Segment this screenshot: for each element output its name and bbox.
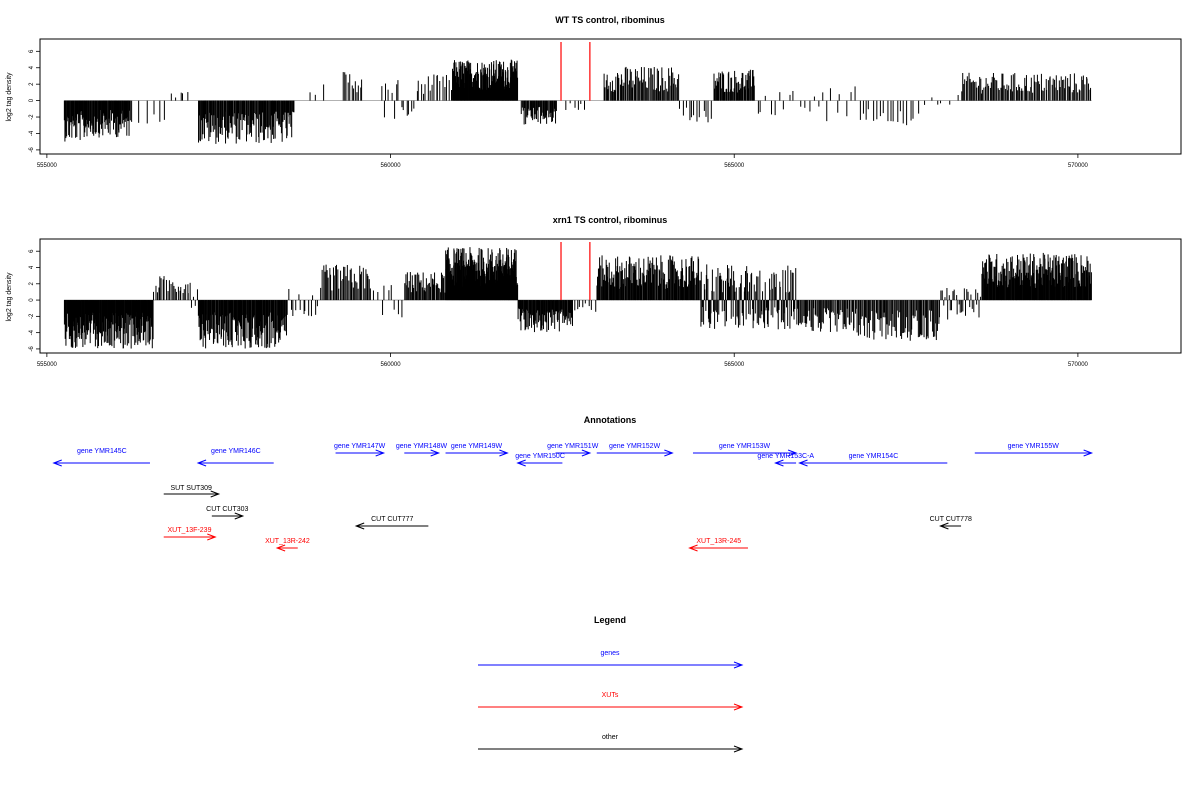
annotation-label: gene YMR147W — [334, 443, 386, 450]
annotation-arrow-head — [581, 449, 592, 457]
x-tick-label: 565000 — [724, 163, 745, 169]
annotations-layer: gene YMR145C gene YMR146C gene YMR147W gene… — [52, 443, 1094, 552]
y-tick-label: -6 — [29, 147, 35, 153]
y-tick-label: 4 — [29, 65, 35, 69]
annotation-arrow-head — [275, 544, 286, 552]
wt-plot-frame — [39, 38, 1182, 155]
annotation-arrow-head — [939, 522, 949, 530]
y-tick-label: 2 — [29, 281, 35, 285]
y-tick-label: 6 — [29, 249, 35, 253]
y-tick-label: 0 — [29, 98, 35, 102]
y-tick-label: -6 — [29, 346, 35, 352]
annotation-arrow-head — [688, 544, 698, 552]
legend-entry-label: genes — [600, 650, 620, 657]
annotation-arrow-head — [1083, 449, 1094, 457]
x-tick-label: 560000 — [381, 362, 402, 368]
wt-y-axis-label: log2 tag density — [6, 72, 13, 122]
annotation-arrow-head — [430, 449, 441, 457]
y-tick-label: -4 — [29, 130, 35, 136]
legend: Legend genes XUTs other — [478, 615, 744, 753]
annotation-arrow-head — [196, 459, 207, 467]
annotation-arrow-head — [798, 459, 808, 467]
annotation-arrow-head — [664, 449, 674, 457]
annotation-label: gene YMR146C — [211, 448, 261, 455]
x-tick-label: 560000 — [381, 163, 402, 169]
xrn1-panel-title: xrn1 TS control, ribominus — [553, 215, 668, 225]
annotation-label: gene YMR153C-A — [757, 453, 814, 460]
annotation-arrow-head — [375, 449, 386, 457]
annotation-arrow-head — [234, 512, 245, 520]
legend-arrow-head — [733, 745, 744, 753]
y-tick-label: 6 — [29, 49, 35, 53]
legend-entry-label: XUTs — [602, 692, 619, 699]
x-tick-label: 565000 — [724, 362, 745, 368]
annotation-arrow-head — [516, 459, 526, 467]
wt-density-panel: WT TS control, ribominus log2 tag densit… — [6, 15, 1182, 169]
xrn1-y-axis-label: log2 tag density — [6, 272, 13, 322]
annotations-track: Annotations gene YMR145C gene YMR146Cgene… — [52, 415, 1094, 552]
annotation-arrow-head — [787, 449, 798, 457]
annotation-label: gene YMR145C — [77, 448, 127, 455]
annotation-label: gene YMR149W — [451, 443, 503, 450]
annotation-label: gene YMR150C — [515, 453, 565, 460]
y-tick-label: -4 — [29, 329, 35, 335]
legend-entries: genes XUTs other — [478, 650, 744, 753]
annotation-arrow-head — [210, 490, 221, 498]
annotation-arrow-head — [354, 522, 365, 530]
annotation-arrow-head — [774, 459, 784, 467]
wt-plot-layer: -6 -4 -2 0 2 4 6 555000 560000 565000 570000 — [29, 42, 1092, 169]
x-tick-label: 555000 — [37, 163, 58, 169]
annotation-arrow-head — [499, 449, 509, 457]
xrn1-plot-frame — [39, 238, 1182, 354]
y-tick-label: -2 — [29, 313, 35, 319]
annotation-label: gene YMR148W — [396, 443, 448, 450]
annotation-label: gene YMR153W — [719, 443, 771, 450]
annotations-title: Annotations — [584, 415, 637, 425]
annotation-label: CUT CUT777 — [371, 516, 413, 523]
annotation-arrow-head — [52, 459, 62, 467]
annotation-label: XUT_13F-239 — [168, 527, 212, 534]
annotation-arrow-head — [207, 533, 217, 541]
x-tick-label: 555000 — [37, 362, 58, 368]
annotation-label: gene YMR155W — [1008, 443, 1060, 450]
xrn1-density-panel: xrn1 TS control, ribominus log2 tag dens… — [6, 215, 1182, 368]
xrn1-plot-layer: -6 -4 -2 0 2 4 6 555000 560000 565000 570000 — [29, 242, 1092, 368]
legend-arrow-head — [733, 661, 744, 669]
legend-arrow-head — [733, 703, 744, 711]
annotation-label: SUT SUT309 — [170, 485, 212, 492]
annotation-label: CUT CUT303 — [206, 506, 248, 513]
wt-panel-title: WT TS control, ribominus — [555, 15, 665, 25]
legend-title: Legend — [594, 615, 626, 625]
annotation-label: gene YMR151W — [547, 443, 599, 450]
annotation-label: XUT_13R-242 — [265, 538, 310, 545]
x-tick-label: 570000 — [1068, 362, 1089, 368]
legend-entry-label: other — [602, 734, 619, 741]
annotation-label: XUT_13R-245 — [696, 538, 741, 545]
y-tick-label: 0 — [29, 298, 35, 302]
y-tick-label: -2 — [29, 114, 35, 120]
y-tick-label: 2 — [29, 82, 35, 86]
annotation-label: gene YMR152W — [609, 443, 661, 450]
x-tick-label: 570000 — [1068, 163, 1089, 169]
annotation-label: CUT CUT778 — [930, 516, 972, 523]
y-tick-label: 4 — [29, 265, 35, 269]
annotation-label: gene YMR154C — [849, 453, 899, 460]
